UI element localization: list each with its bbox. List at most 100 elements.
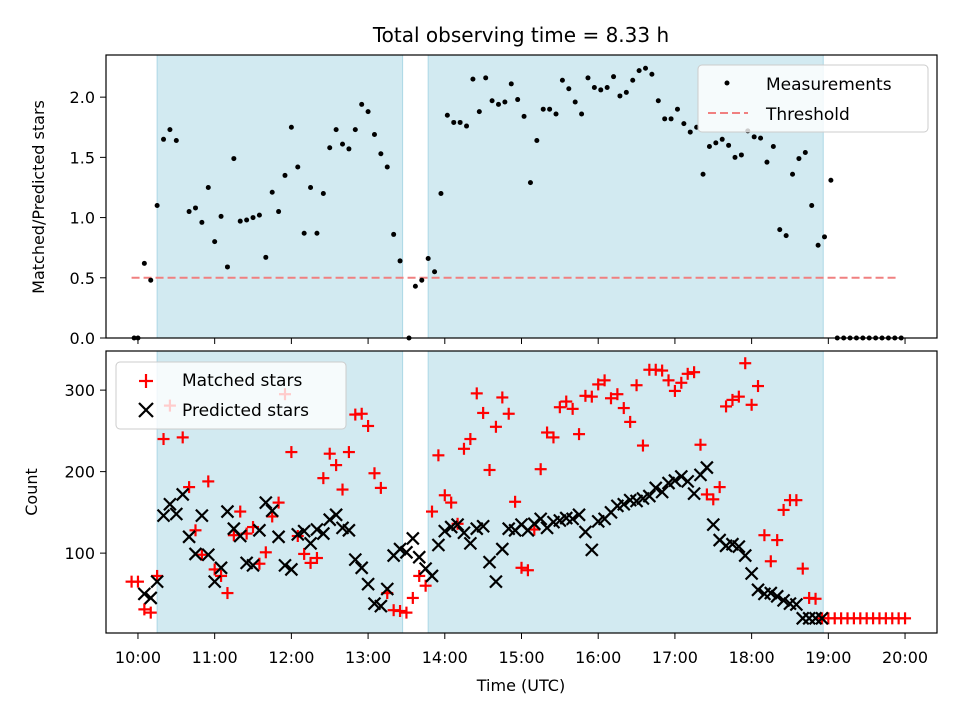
matched-point [426,505,439,518]
measurement-point [623,89,629,95]
matched-point [528,523,541,536]
matched-point [541,426,554,439]
matched-point [438,489,451,502]
matched-point [585,390,598,403]
measurement-point [154,203,160,209]
matched-point [323,447,336,460]
measurement-point [559,77,565,83]
measurement-point [308,184,314,190]
bottom-panel: 100 200 300 10:00 11:00 12:00 13:00 14:00 15:00… [22,350,938,695]
matched-point [720,400,733,413]
measurement-point [674,106,680,112]
matched-point [477,406,490,419]
measurement-point [301,230,307,236]
matched-point [611,388,624,401]
predicted-point [246,558,260,573]
predicted-point [163,497,177,512]
measurement-point [579,111,585,117]
matched-point [496,391,509,404]
legend-threshold-label: Threshold [765,105,850,125]
predicted-point [815,611,829,626]
measurement-point [457,119,463,125]
bottom-y-tick-label: 200 [64,463,95,482]
measurement-point [412,283,418,289]
matched-point [509,495,522,508]
predicted-point [476,519,490,534]
top-y-tick-label: 0.5 [70,269,95,288]
matched-point [131,575,144,588]
predicted-point [655,485,669,499]
measurement-point [585,75,591,81]
matched-point [713,481,726,494]
predicted-point [482,555,497,569]
bottom-legend-box [115,361,347,430]
predicted-point [188,547,203,561]
matched-point [668,384,681,397]
matched-point [489,420,502,433]
matched-point [899,612,912,625]
measurement-point [572,99,578,105]
matched-point [215,569,228,582]
measurement-point [687,129,693,135]
legend-measurements-label: Measurements [766,75,892,95]
predicted-point [284,562,299,577]
predicted-point [271,530,286,544]
measurement-point [371,131,377,137]
top-legend-box [697,64,929,133]
measurement-point [521,113,527,119]
measurement-point [276,209,282,215]
measurement-point [218,213,224,219]
measurement-point [419,277,425,283]
matched-point [521,564,534,577]
predicted-point [565,512,580,526]
predicted-point [220,504,235,519]
x-tick-label: 15:00 [498,648,544,667]
matched-point [624,415,637,428]
matched-point [745,398,758,411]
predicted-point [642,489,657,503]
matched-point [502,407,515,420]
predicted-point [393,542,407,556]
matched-point [457,442,470,455]
measurement-point [250,215,256,221]
predicted-point [175,487,190,502]
bottom-legend: Matched stars Predicted stars [115,361,347,430]
predicted-point [406,531,420,546]
measurement-point [352,127,358,133]
predicted-point [457,525,471,540]
measurement-point [758,135,764,141]
matched-point [515,561,528,574]
measurement-point [282,172,288,178]
matched-point [470,387,483,400]
predicted-point [744,566,759,581]
measurement-point [365,109,371,115]
matched-point [553,401,566,414]
predicted-point [265,503,279,518]
legend-matched-label: Matched stars [182,371,302,391]
measurement-point [237,218,243,224]
matched-point [285,446,298,459]
matched-point [694,438,707,451]
predicted-point [450,517,465,532]
matched-point [202,475,215,488]
matched-point [432,449,445,462]
predicted-point [348,552,363,567]
x-tick-label: 16:00 [575,648,621,667]
measurement-point [502,99,508,105]
legend-predicted-label: Predicted stars [182,401,309,421]
measurement-point [527,180,533,186]
matched-point [317,472,330,485]
measurement-point [346,146,352,152]
x-tick-label: 18:00 [729,648,775,667]
predicted-point [770,589,784,604]
matched-point [809,592,822,605]
measurement-point [636,68,642,74]
matched-point [227,529,240,542]
matched-point [445,496,458,509]
predicted-point [572,508,586,522]
measurement-point [489,98,495,104]
measurement-point [515,97,521,103]
matched-point [534,463,547,476]
matched-point [157,433,170,446]
predicted-point [329,508,343,522]
